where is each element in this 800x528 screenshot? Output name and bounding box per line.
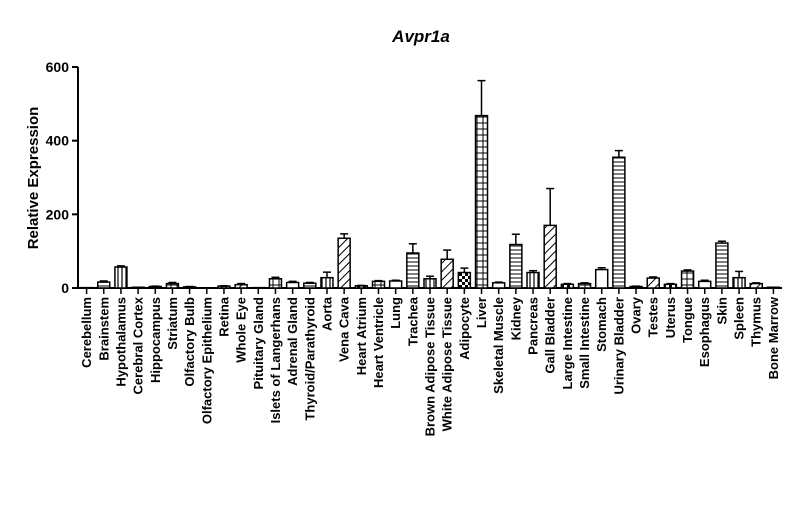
x-tick-label: Heart Ventricle xyxy=(371,297,386,388)
y-axis-label: Relative Expression xyxy=(25,107,42,250)
bar xyxy=(560,283,575,289)
x-tick-label: Pituitary Gland xyxy=(251,297,266,390)
x-tick-label: Esophagus xyxy=(697,297,712,367)
bar xyxy=(303,282,317,289)
bar xyxy=(97,281,111,289)
bar xyxy=(663,283,678,289)
x-tick-label: White Adipose Tissue xyxy=(440,297,455,431)
x-tick-label: Brainstem xyxy=(96,297,111,361)
bar xyxy=(423,278,437,289)
x-tick-label: Adipocyte xyxy=(457,297,472,360)
bar xyxy=(491,282,506,289)
bar xyxy=(406,252,420,289)
y-tick-label: 0 xyxy=(61,280,69,296)
x-tick-label: Urinary Bladder xyxy=(611,297,626,395)
x-tick-label: Ovary xyxy=(629,296,644,334)
bar xyxy=(732,276,746,289)
x-tick-label: Olfactory Bulb xyxy=(182,297,197,387)
x-tick-label: Stomach xyxy=(594,297,609,352)
bar xyxy=(594,268,609,289)
y-tick-label: 200 xyxy=(46,206,70,222)
x-tick-label: Skin xyxy=(714,297,729,325)
bar xyxy=(612,156,626,289)
x-tick-label: Whole Eye xyxy=(234,297,249,363)
x-tick-label: Trachea xyxy=(405,296,420,346)
x-tick-label: Spleen xyxy=(732,297,747,340)
bar xyxy=(320,276,334,289)
x-tick-label: Adrenal Gland xyxy=(285,297,300,386)
bar xyxy=(440,258,454,289)
bar xyxy=(749,282,763,289)
bars xyxy=(79,79,781,289)
x-tick-label: Striatum xyxy=(165,297,180,350)
chart-title: Avpr1a xyxy=(391,27,450,46)
x-tick-label: Small Intestine xyxy=(577,297,592,389)
x-tick-label: Lung xyxy=(388,297,403,329)
x-tick-label: Cerebellum xyxy=(79,297,94,368)
bar xyxy=(715,242,729,289)
x-tick-label: Vena Cava xyxy=(337,296,352,362)
x-tick-label: Large Intestine xyxy=(560,297,575,389)
x-tick-label: Retina xyxy=(216,296,231,337)
bar xyxy=(697,280,712,289)
x-tick-label: Brown Adipose Tissue xyxy=(423,297,438,436)
bar xyxy=(337,237,351,289)
x-tick-label: Islets of Langerhans xyxy=(268,297,283,423)
y-tick-label: 400 xyxy=(46,133,70,149)
bar xyxy=(543,224,557,289)
bar xyxy=(114,266,128,289)
x-tick-label: Tongue xyxy=(680,297,695,343)
x-tick-label: Heart Atrium xyxy=(354,297,369,375)
x-tick-label: Thymus xyxy=(749,297,764,347)
bar xyxy=(646,277,660,289)
bar xyxy=(680,270,695,289)
x-tick-label: Skeletal Muscle xyxy=(491,297,506,394)
bar xyxy=(509,243,523,289)
x-axis xyxy=(78,287,782,294)
x-tick-label: Uterus xyxy=(663,297,678,338)
bar xyxy=(766,286,781,289)
x-tick-label: Liver xyxy=(474,297,489,328)
bar xyxy=(371,280,386,289)
x-tick-label: Cerebral Cortex xyxy=(131,296,146,394)
x-tick-label: Hypothalamus xyxy=(113,297,128,387)
x-tick-labels: Cerebellum Brainstem Hypothalamus Cerebral … xyxy=(79,296,781,436)
y-axis: 0 200 400 600 xyxy=(46,59,79,296)
bar xyxy=(526,271,540,289)
x-tick-label: Thyroid/Parathyroid xyxy=(302,297,317,421)
x-tick-label: Testes xyxy=(646,297,661,337)
x-tick-label: Kidney xyxy=(508,296,523,340)
x-tick-label: Bone Marrow xyxy=(766,296,781,379)
bar xyxy=(165,282,180,289)
bar xyxy=(577,282,592,289)
bar xyxy=(131,286,145,289)
x-tick-label: Olfactory Epithelium xyxy=(199,297,214,424)
bar xyxy=(234,283,248,289)
bar xyxy=(457,271,472,289)
x-tick-label: Gall Bladder xyxy=(543,297,558,374)
x-tick-label: Aorta xyxy=(319,296,334,331)
x-tick-label: Pancreas xyxy=(526,297,541,355)
bar xyxy=(268,278,283,289)
bar xyxy=(388,280,403,289)
y-tick-label: 600 xyxy=(46,59,70,75)
bar xyxy=(285,281,300,289)
x-tick-label: Hippocampus xyxy=(148,297,163,383)
bar xyxy=(474,114,489,289)
